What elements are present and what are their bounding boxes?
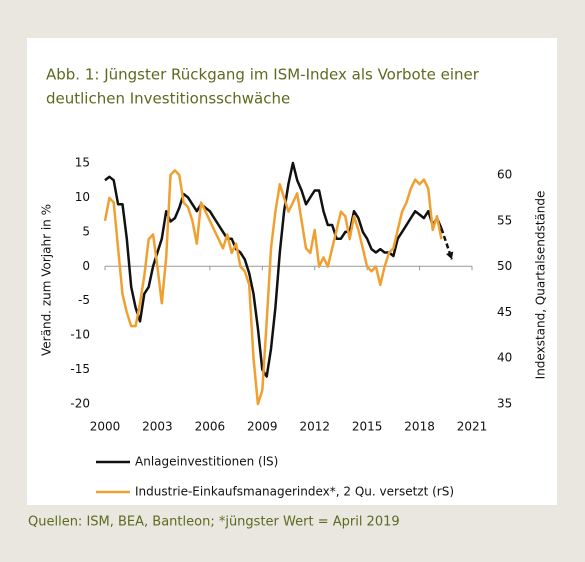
y-tick-label: 5: [82, 224, 90, 238]
series-line: [103, 169, 443, 406]
y2-tick-label: 50: [497, 259, 512, 273]
y2-tick-label: 35: [497, 397, 512, 411]
y-tick-label: 0: [82, 259, 90, 273]
x-tick-label: 2009: [247, 420, 278, 434]
y-tick-label: -15: [70, 362, 90, 376]
y2-axis-label: Indexstand, Quartalsendstände: [534, 191, 548, 380]
x-tick-label: 2015: [352, 420, 383, 434]
x-tick-label: 2000: [90, 420, 121, 434]
x-tick-label: 2021: [457, 420, 488, 434]
y2-tick-label: 45: [497, 305, 512, 319]
panel: [27, 38, 557, 505]
y2-tick-label: 55: [497, 213, 512, 227]
series-line: [104, 161, 443, 378]
chart-title-line: deutlichen Investitionsschwäche: [46, 90, 290, 108]
y-tick-label: -20: [70, 397, 90, 411]
source-note: Quellen: ISM, BEA, Bantleon; *jüngster W…: [28, 515, 400, 530]
legend-label: Industrie-Einkaufsmanagerindex*, 2 Qu. v…: [135, 485, 454, 499]
y-tick-label: 10: [75, 190, 90, 204]
arrow-head: [446, 251, 454, 260]
y-tick-label: -10: [70, 328, 90, 342]
x-tick-label: 2012: [299, 420, 330, 434]
x-tick-label: 2003: [142, 420, 173, 434]
y-tick-label: 15: [75, 156, 90, 170]
y2-tick-label: 40: [497, 351, 512, 365]
chart-title-line: Abb. 1: Jüngster Rückgang im ISM-Index a…: [46, 66, 480, 84]
y-tick-label: -5: [78, 293, 90, 307]
x-tick-label: 2018: [404, 420, 435, 434]
x-tick-label: 2006: [195, 420, 226, 434]
y-axis-label: Veränd. zum Vorjahr in %: [40, 204, 54, 356]
y2-tick-label: 60: [497, 168, 512, 182]
legend-label: Anlageinvestitionen (lS): [135, 455, 278, 469]
